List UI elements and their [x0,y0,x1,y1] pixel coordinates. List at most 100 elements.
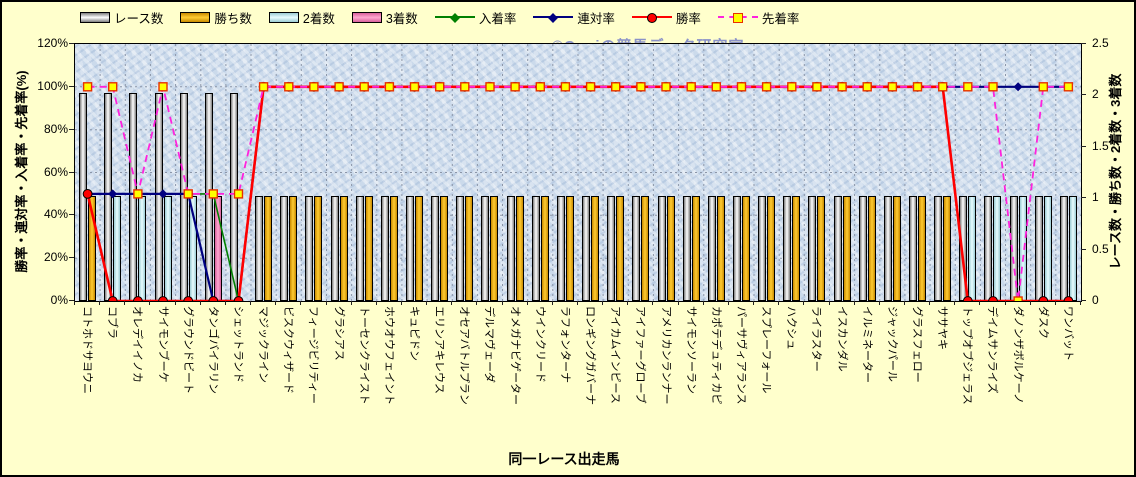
marker-circle [82,189,93,199]
tick-mark [74,301,75,305]
bar-race-count [431,196,440,301]
marker-square [887,82,898,92]
legend-label: 入着率 [478,12,517,26]
marker-circle [208,296,219,301]
x-category-label: オセアバトルプラン [458,306,471,405]
bar-race-count [481,196,490,301]
x-category-label: ロンギングガバーナ [584,306,597,405]
x-category-label: ビスクウィザード [282,306,295,394]
left-axis-tick-label: 40% [43,207,68,222]
marker-square [1013,296,1023,301]
tick-mark [1081,300,1086,301]
tick-mark [99,301,101,305]
right-axis-tick-label: 1.5 [1092,138,1109,153]
circle-marker-icon [646,12,657,23]
bar-group [477,44,502,301]
bar-勝ち数 [490,196,499,301]
bar-race-count [330,196,339,301]
bar-race-count [682,196,691,301]
right-axis-tick-label: 2.5 [1092,36,1109,50]
bar-race-count [255,196,264,301]
legend-label: 2着数 [302,12,335,26]
tick-mark [174,301,176,305]
tick-mark [124,301,126,305]
bar-race-count [632,196,641,301]
x-category-label: ダノンザボルケーノ [1011,306,1024,405]
tick-mark [275,301,277,305]
tick-mark [828,301,830,305]
bar-race-count [657,196,666,301]
marker-square [208,189,219,199]
bar-group [452,44,477,301]
tick-mark [69,85,74,87]
right-axis-tick-label: 2 [1092,87,1099,102]
bar-勝ち数 [389,196,398,301]
bar-race-count [556,196,565,301]
legend-swatch-bar [180,12,211,23]
bar-勝ち数 [339,196,348,301]
tick-mark [1081,145,1086,147]
tick-mark [526,301,528,305]
x-category-label: ハクシュ [785,306,798,350]
x-category-label: ササヤキ [936,306,949,350]
bar-race-count [607,196,616,301]
bar-group [427,44,452,301]
legend-swatch-bar [351,12,382,23]
bar-勝ち数 [440,196,449,301]
tick-mark [1004,301,1006,305]
legend-item-0: レース数 [80,8,163,27]
marker-circle [183,296,194,301]
marker-circle [158,296,168,301]
tick-mark [375,301,377,305]
bar-勝ち数 [691,196,700,301]
x-category-label: グラシアス [332,306,345,361]
x-category-label: トーセンクライスト [357,306,370,405]
bar-勝ち数 [515,196,524,301]
bar-race-count [707,196,716,301]
bar-勝ち数 [289,196,298,301]
bar-group [930,44,955,301]
legend-swatch-line [533,12,574,23]
x-category-label: フィージビリティー [307,306,320,404]
x-category-label: アメリカンランナー [659,306,672,405]
bar-勝ち数 [641,196,650,301]
series-line-senchaku [87,85,1069,301]
marker-square [912,82,923,92]
bar-勝ち数 [364,196,373,301]
marker-square [334,82,344,92]
diamond-marker-icon [449,12,460,23]
tick-mark [979,301,981,305]
x-category-label: デイムサンライズ [986,306,999,394]
square-marker-icon [732,12,743,23]
marker-square [284,82,294,92]
bar-勝ち数 [767,196,776,301]
left-axis-tick-label: 80% [43,121,68,136]
bar-group [251,44,276,301]
left-axis-tick-label: 20% [43,250,68,265]
tick-mark [1081,197,1086,199]
tick-mark [954,301,956,305]
marker-square [812,82,822,92]
marker-square [636,82,646,92]
x-category-label: ジャックパール [885,306,898,382]
bar-勝ち数 [314,196,323,301]
bar-group [653,44,678,301]
tick-mark [1081,43,1086,44]
marker-circle [1038,296,1049,301]
left-axis-tick-label: 0% [50,293,68,307]
bar-group [352,44,377,301]
right-axis-tick-label: 1 [1092,190,1099,205]
bar-group [402,44,427,301]
marker-square [787,82,797,92]
marker-square [611,82,621,92]
bar-race-count [732,196,741,301]
tick-mark [627,301,629,305]
bar-group [503,44,528,301]
x-category-label: デルマヴェーダ [483,306,496,383]
marker-square [1063,82,1074,92]
legend-label: 連対率 [577,12,615,26]
marker-square [661,82,671,92]
bar-勝ち数 [943,196,952,301]
bar-group [729,44,754,301]
tick-mark [778,301,780,305]
